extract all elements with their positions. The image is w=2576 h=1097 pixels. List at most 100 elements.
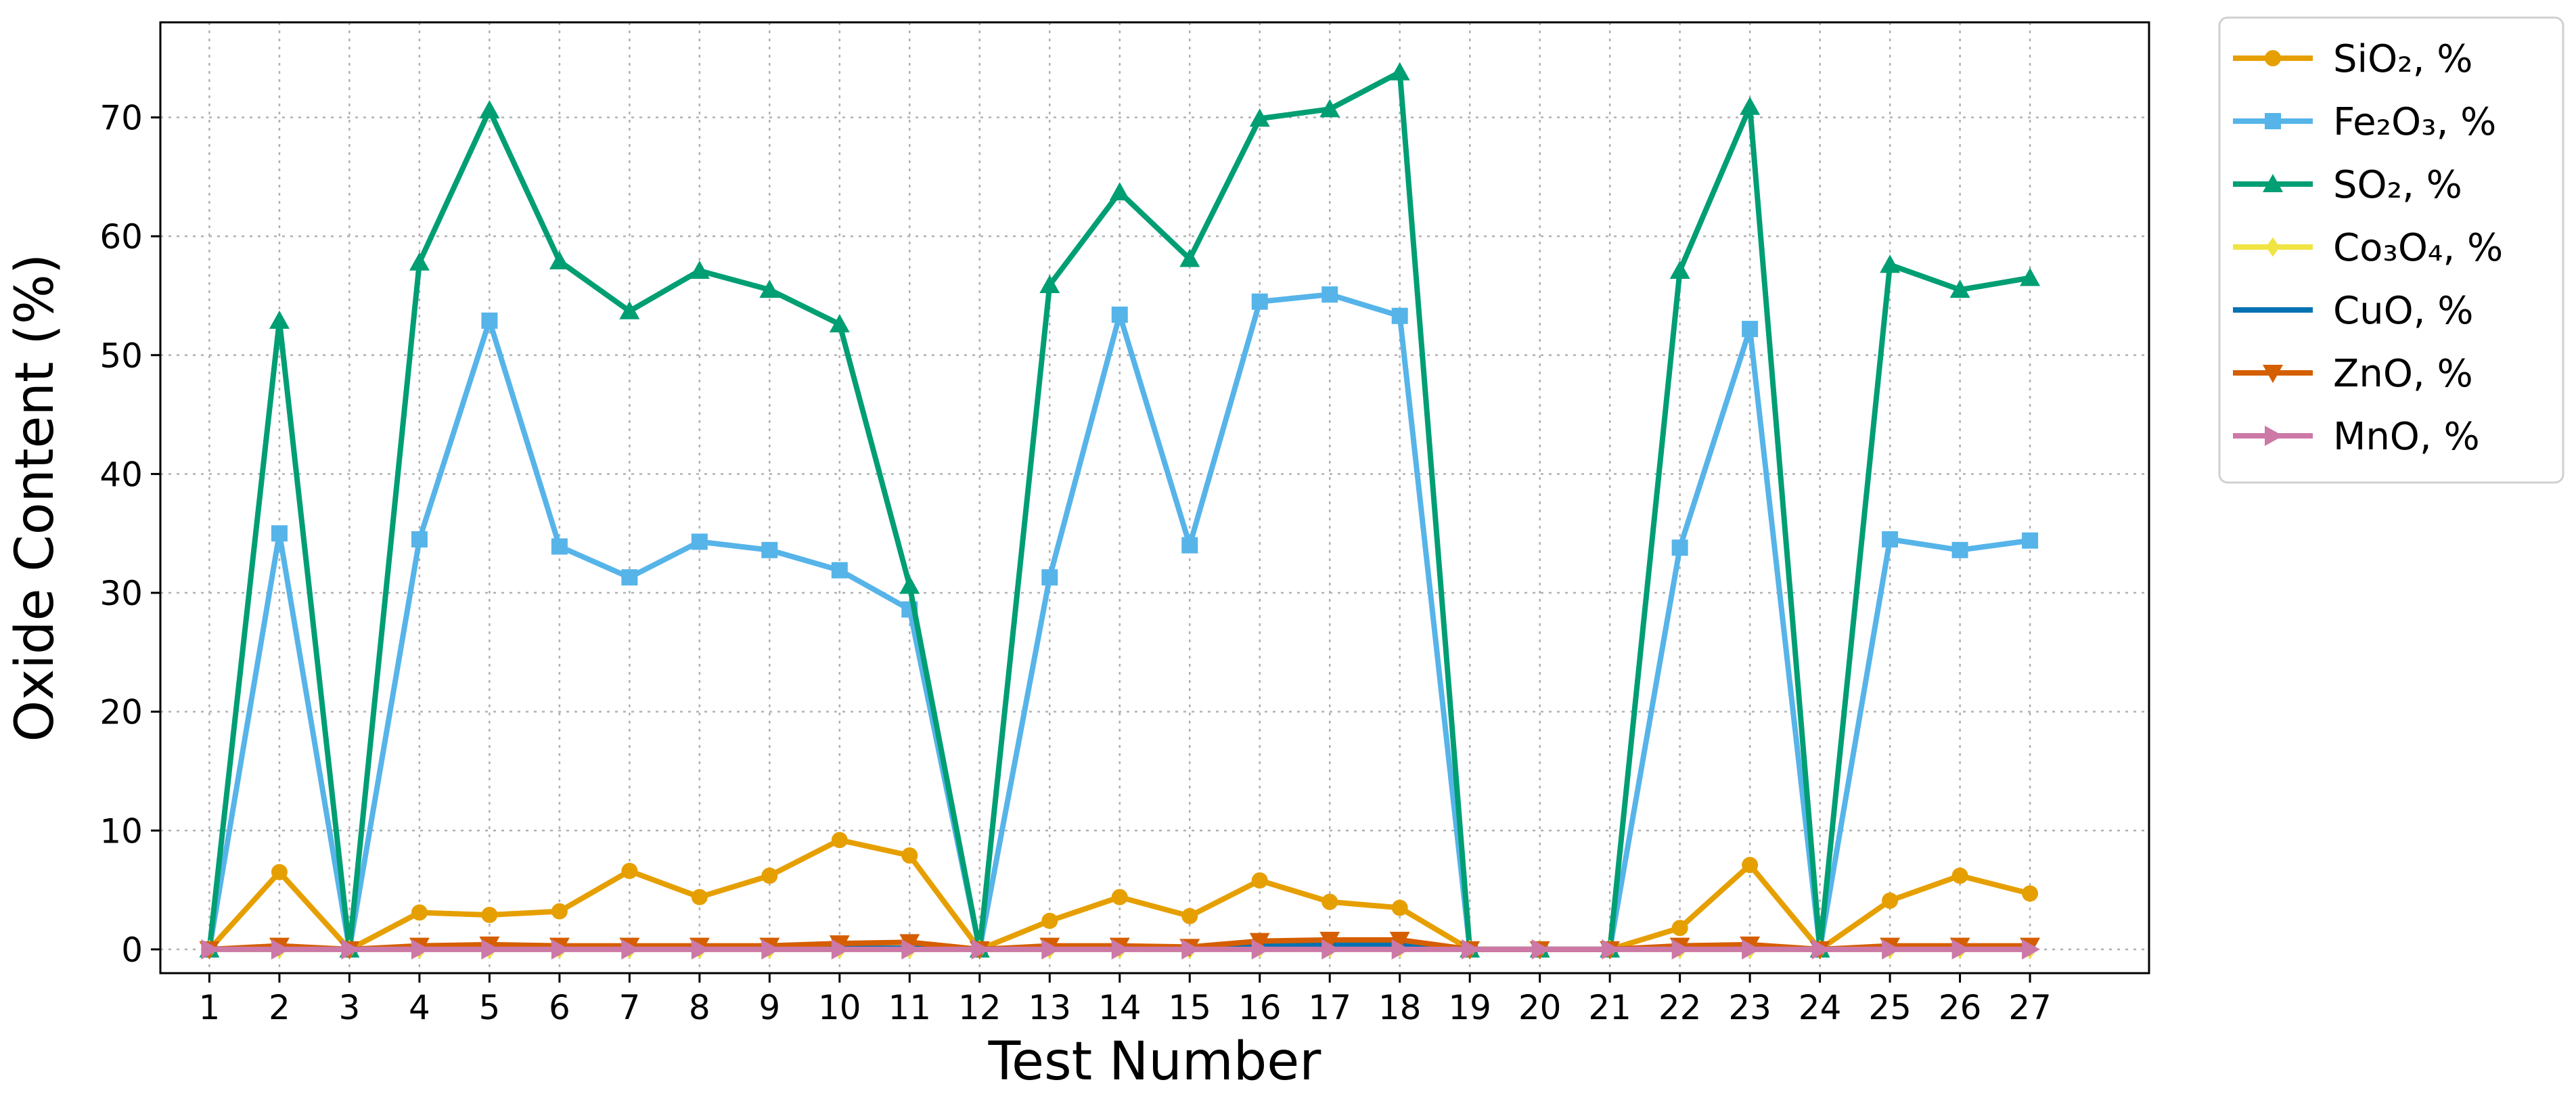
x-tick-label: 9 bbox=[759, 988, 780, 1027]
data-point bbox=[621, 862, 638, 879]
data-point bbox=[1181, 537, 1198, 554]
legend-label: Fe₂O₃, % bbox=[2333, 100, 2496, 144]
data-point bbox=[1391, 899, 1408, 916]
y-tick-label: 10 bbox=[99, 811, 143, 851]
x-tick-label: 8 bbox=[689, 988, 710, 1027]
series-mno bbox=[201, 939, 2041, 960]
data-point bbox=[1321, 939, 1340, 960]
data-point bbox=[1880, 254, 1901, 273]
legend-label: SiO₂, % bbox=[2333, 37, 2472, 81]
data-point bbox=[1951, 867, 1968, 884]
data-point bbox=[479, 99, 500, 118]
data-point bbox=[1602, 939, 1621, 960]
data-point bbox=[829, 314, 850, 333]
legend-marker bbox=[2265, 237, 2280, 257]
x-tick-label: 24 bbox=[1799, 988, 1842, 1027]
legend-marker bbox=[2263, 174, 2283, 192]
data-point bbox=[201, 939, 220, 960]
data-point bbox=[901, 847, 918, 864]
legend-marker bbox=[2265, 426, 2283, 446]
data-point bbox=[411, 531, 428, 547]
data-point bbox=[1041, 939, 1060, 960]
x-tick-label: 1 bbox=[199, 988, 221, 1027]
plot-frame bbox=[159, 21, 2150, 975]
x-tick-label: 5 bbox=[478, 988, 500, 1027]
data-point bbox=[761, 939, 780, 960]
x-tick-label: 15 bbox=[1168, 988, 1211, 1027]
x-tick-label: 3 bbox=[339, 988, 361, 1027]
data-point bbox=[269, 310, 290, 329]
data-point bbox=[1671, 920, 1688, 937]
legend-frame bbox=[2218, 16, 2564, 484]
data-point bbox=[619, 300, 640, 319]
y-tick-label: 50 bbox=[99, 336, 143, 376]
y-tick-label: 30 bbox=[99, 574, 143, 613]
data-point bbox=[1669, 261, 1690, 279]
x-tick-label: 12 bbox=[958, 988, 1001, 1027]
data-point bbox=[1389, 931, 1410, 950]
data-point bbox=[341, 939, 360, 960]
data-point bbox=[551, 939, 570, 960]
data-point bbox=[1391, 939, 1410, 960]
y-axis-title: Oxide Content (%) bbox=[5, 254, 66, 742]
data-point bbox=[1319, 99, 1340, 118]
data-point bbox=[1109, 182, 1130, 201]
axis-ticks: 1 2 3 4 5 6 7 8 9 10 11 12 13 14 15 16 17 18 19 20 21 22 23 24 2… bbox=[99, 99, 2052, 1028]
data-point bbox=[1111, 307, 1128, 323]
legend-item: Fe₂O₃, % bbox=[2233, 100, 2496, 144]
data-point bbox=[271, 864, 288, 880]
data-point bbox=[271, 525, 288, 542]
legend-marker bbox=[2263, 365, 2283, 383]
data-point bbox=[899, 934, 920, 953]
data-point bbox=[1951, 939, 1970, 960]
data-point bbox=[2020, 267, 2041, 286]
data-point bbox=[831, 832, 848, 849]
data-point bbox=[1882, 939, 1901, 960]
x-tick-label: 4 bbox=[409, 988, 430, 1027]
x-tick-label: 6 bbox=[549, 988, 570, 1027]
y-tick-label: 60 bbox=[99, 217, 143, 256]
legend-marker bbox=[2265, 113, 2281, 129]
data-point bbox=[1671, 539, 1688, 556]
legend-item: CuO, % bbox=[2233, 289, 2473, 333]
data-point bbox=[1179, 248, 1200, 267]
data-point bbox=[1111, 939, 1130, 960]
data-point bbox=[1041, 569, 1058, 586]
data-point bbox=[481, 312, 498, 329]
legend-label: ZnO, % bbox=[2333, 352, 2473, 396]
data-point bbox=[1671, 939, 1690, 960]
legend-item: Co₃O₄, % bbox=[2233, 226, 2503, 270]
data-point bbox=[271, 939, 290, 960]
x-tick-label: 27 bbox=[2008, 988, 2052, 1027]
data-point bbox=[899, 575, 920, 594]
x-tick-label: 11 bbox=[888, 988, 931, 1027]
y-tick-label: 70 bbox=[99, 99, 143, 138]
x-tick-label: 14 bbox=[1098, 988, 1142, 1027]
data-point bbox=[761, 867, 778, 884]
data-point bbox=[691, 533, 708, 550]
y-tick-label: 40 bbox=[99, 455, 143, 494]
data-point bbox=[1389, 62, 1410, 81]
data-point bbox=[1742, 857, 1759, 874]
x-tick-label: 21 bbox=[1588, 988, 1631, 1027]
data-point bbox=[1951, 541, 1968, 558]
data-point bbox=[1949, 279, 1970, 298]
data-point bbox=[1742, 939, 1761, 960]
data-point bbox=[411, 939, 430, 960]
data-point bbox=[621, 939, 640, 960]
data-point bbox=[1039, 275, 1060, 294]
legend-label: MnO, % bbox=[2333, 415, 2480, 459]
x-tick-label: 18 bbox=[1378, 988, 1422, 1027]
data-point bbox=[1740, 96, 1761, 115]
data-point bbox=[551, 903, 568, 920]
data-point bbox=[1251, 939, 1270, 960]
legend-label: SO₂, % bbox=[2333, 163, 2462, 207]
y-tick-label: 20 bbox=[99, 693, 143, 732]
data-point bbox=[1462, 939, 1481, 960]
data-point bbox=[1041, 912, 1058, 929]
data-point bbox=[1181, 939, 1200, 960]
data-point bbox=[481, 939, 500, 960]
series-layer bbox=[199, 62, 2041, 960]
